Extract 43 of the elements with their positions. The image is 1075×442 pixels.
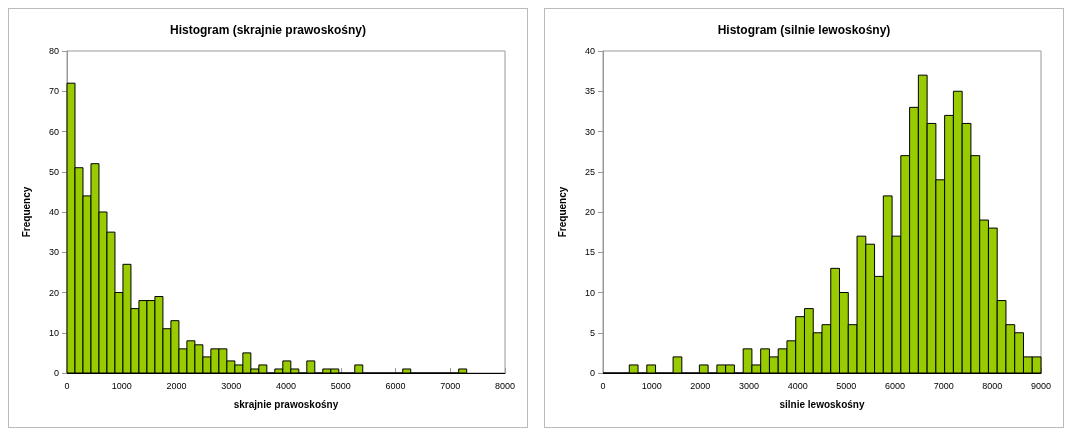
y-tick-label: 40 xyxy=(584,46,595,56)
chart-title: Histogram (silnie lewoskośny) xyxy=(717,23,891,37)
x-tick-label: 0 xyxy=(64,380,70,391)
x-tick-label: 9000 xyxy=(1030,380,1052,391)
y-tick-label: 40 xyxy=(48,207,59,217)
y-tick-label: 50 xyxy=(48,166,59,177)
x-tick-label: 6000 xyxy=(884,380,906,391)
x-tick-label: 3000 xyxy=(221,380,242,391)
y-tick-label: 10 xyxy=(584,287,595,298)
x-tick-label: 5000 xyxy=(330,380,351,391)
x-tick-label: 0 xyxy=(600,380,606,391)
x-tick-label: 6000 xyxy=(385,380,406,391)
y-tick-label: 60 xyxy=(48,126,59,137)
y-axis-title: Frequency xyxy=(20,186,32,238)
y-axis-title: Frequency xyxy=(556,186,568,238)
x-tick-label: 4000 xyxy=(787,380,808,391)
x-tick-label: 7000 xyxy=(440,380,461,391)
y-tick-label: 5 xyxy=(589,327,595,338)
x-tick-label: 2000 xyxy=(166,380,187,391)
y-tick-label: 30 xyxy=(584,126,595,137)
x-tick-label: 1000 xyxy=(641,380,662,391)
y-tick-label: 25 xyxy=(584,166,595,177)
x-tick-label: 4000 xyxy=(275,380,297,391)
y-tick-label: 30 xyxy=(48,247,59,258)
y-tick-label: 80 xyxy=(48,46,59,56)
y-tick-label: 10 xyxy=(48,327,59,338)
x-tick-label: 1000 xyxy=(111,380,132,391)
y-tick-label: 20 xyxy=(48,287,59,298)
chart-title: Histogram (skrajnie prawoskośny) xyxy=(169,23,367,37)
y-tick-label: 20 xyxy=(584,207,595,217)
x-tick-label: 8000 xyxy=(494,380,516,391)
x-axis-title: skrajnie prawoskośny xyxy=(233,398,339,410)
x-tick-label: 8000 xyxy=(982,380,1003,391)
y-tick-label: 70 xyxy=(48,86,59,97)
x-tick-label: 2000 xyxy=(690,380,711,391)
x-tick-label: 3000 xyxy=(738,380,760,391)
x-tick-label: 7000 xyxy=(933,380,954,391)
y-tick-label: 0 xyxy=(53,368,59,378)
y-tick-label: 15 xyxy=(584,247,595,258)
y-tick-label: 35 xyxy=(584,86,595,97)
x-axis-title: silnie lewoskośny xyxy=(779,398,865,410)
y-tick-label: 0 xyxy=(589,368,595,378)
x-tick-label: 5000 xyxy=(836,380,857,391)
